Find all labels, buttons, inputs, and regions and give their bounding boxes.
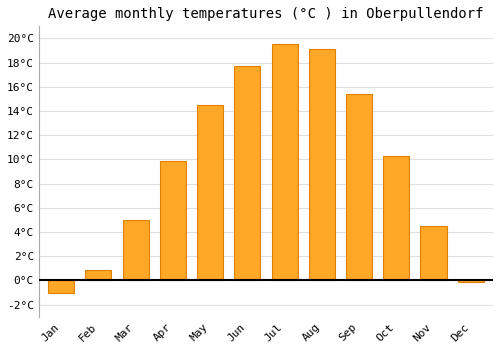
Bar	[346, 94, 372, 280]
Bar	[234, 66, 260, 280]
Bar	[420, 226, 446, 280]
Bar	[308, 49, 335, 280]
Bar	[86, 270, 112, 280]
Bar	[272, 44, 297, 280]
Title: Average monthly temperatures (°C ) in Oberpullendorf: Average monthly temperatures (°C ) in Ob…	[48, 7, 484, 21]
Bar	[383, 156, 409, 280]
Bar	[48, 280, 74, 293]
Bar	[458, 280, 483, 282]
Bar	[122, 220, 148, 280]
Bar	[160, 161, 186, 280]
Bar	[197, 105, 223, 280]
